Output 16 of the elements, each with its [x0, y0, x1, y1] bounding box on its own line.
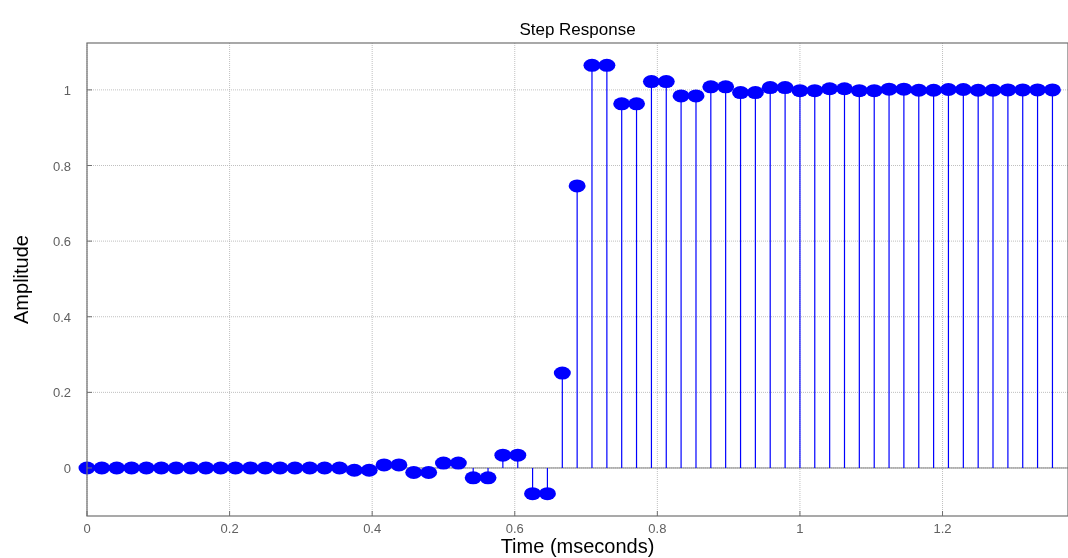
y-tick-label: 0.2 — [52, 385, 71, 401]
x-tick-label: 0.8 — [648, 521, 667, 536]
y-tick-label: 0.6 — [52, 234, 71, 250]
chart-title: Step Response — [519, 20, 636, 39]
y-axis-title: Amplitude — [10, 235, 32, 324]
x-axis-title: Time (mseconds) — [500, 535, 655, 557]
y-tick-label: 0 — [63, 460, 71, 476]
x-tick-label: 0.4 — [363, 521, 382, 536]
x-tick-label: 0.6 — [505, 521, 524, 536]
y-tick-label: 0.4 — [52, 309, 71, 325]
x-tick-label: 1.2 — [933, 521, 952, 536]
x-tick-label: 0 — [83, 521, 91, 536]
x-tick-label: 0.2 — [220, 521, 239, 536]
x-tick-label: 1 — [796, 521, 804, 536]
y-tick-label: 0.8 — [52, 158, 71, 174]
y-tick-label: 1 — [63, 82, 71, 98]
